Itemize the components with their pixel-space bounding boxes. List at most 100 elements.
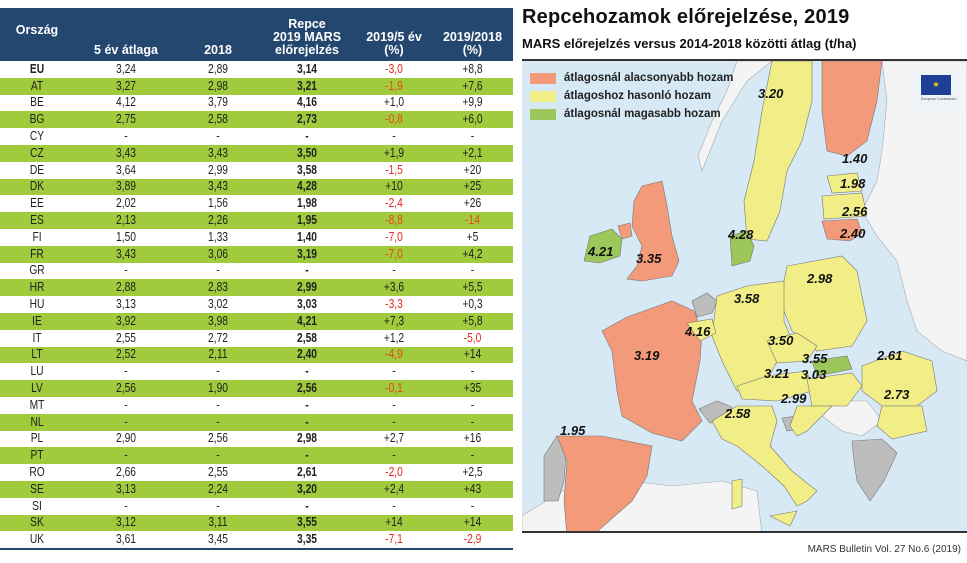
map-label-cz: 3.50 [768, 333, 794, 348]
table-row-mt: MT - - - - - [0, 397, 513, 414]
table-row-hr: HR 2,88 2,83 2,99 +3,6 +5,5 [0, 279, 513, 297]
cell-pct18: +14 [463, 347, 482, 362]
cell-avg5: 3,12 [116, 515, 136, 530]
header-forecast-line3: előrejelzés [275, 43, 339, 57]
table-row-cy: CY - - - - - [0, 128, 513, 145]
cell-forecast: 1,98 [297, 196, 317, 211]
cell-forecast: 3,35 [297, 532, 317, 547]
map-title: Repcehozamok előrejelzése, 2019 [522, 6, 850, 28]
table-row-uk: UK 3,61 3,45 3,35 -7,1 -2,9 [0, 531, 513, 548]
country-croatia [789, 405, 833, 437]
map-label-it: 2.58 [725, 406, 751, 421]
country-northern-ireland [617, 222, 633, 240]
cell-country: IE [32, 313, 42, 328]
cell-forecast: 3,14 [297, 61, 317, 76]
cell-country: CY [29, 129, 45, 144]
cell-pct18: - [470, 129, 475, 144]
table-row-es: ES 2,13 2,26 1,95 -8,8 -14 [0, 212, 513, 229]
legend-label: átlagosnál alacsonyabb hozam [564, 72, 734, 84]
country-finland [821, 61, 883, 157]
map-subtitle: MARS előrejelzés versus 2014-2018 között… [522, 36, 857, 51]
header-pct-5yr-line2: (%) [384, 43, 404, 57]
header-country: Ország [15, 23, 59, 37]
table-row-ie: IE 3,92 3,98 4,21 +7,3 +5,8 [0, 312, 513, 330]
cell-forecast: - [305, 263, 309, 278]
legend-label: átlagoshoz hasonló hozam [564, 90, 711, 102]
land-norway [697, 61, 773, 172]
cell-forecast: 3,03 [297, 297, 317, 312]
table-row-at: AT 3,27 2,98 3,21 -1,9 +7,6 [0, 77, 513, 95]
legend-item-similar-avg: átlagoshoz hasonló hozam [530, 87, 733, 105]
cell-pct5: -1,9 [385, 78, 403, 93]
cell-avg5: 3,64 [116, 162, 136, 177]
cell-avg5: 2,55 [116, 330, 136, 345]
cell-forecast: 2,98 [297, 431, 317, 446]
europe-map: átlagosnál alacsonyabb hozam átlagoshoz … [522, 59, 967, 533]
cell-pct5: - [392, 129, 396, 144]
map-label-dk: 4.28 [728, 227, 754, 242]
table-row-dk: DK 3,89 3,43 4,28 +10 +25 [0, 178, 513, 196]
yield-table: Ország 5 év átlaga 2018 Repce 2019 MARS … [0, 8, 513, 551]
cell-pct5: -1,5 [385, 162, 403, 177]
cell-avg5: 3,61 [116, 532, 136, 547]
cell-avg5: 2,88 [116, 280, 136, 295]
cell-forecast: 4,28 [297, 179, 317, 194]
cell-pct5: - [392, 414, 396, 429]
cell-pct18: - [470, 498, 475, 513]
cell-avg5: 4,12 [116, 95, 136, 110]
cell-pct5: +3,6 [383, 280, 405, 295]
cell-forecast: 2,56 [297, 381, 317, 396]
table-row-nl: NL - - - - - [0, 413, 513, 431]
cell-country: FI [32, 229, 42, 244]
table-bottom-rule [0, 548, 513, 551]
cell-forecast: 3,55 [297, 515, 317, 530]
cell-forecast: 2,99 [297, 280, 317, 295]
table-row-gr: GR - - - - - [0, 263, 513, 280]
cell-forecast: - [305, 448, 309, 463]
cell-y2018: - [216, 397, 220, 412]
cell-avg5: 3,89 [116, 179, 136, 194]
map-label-lv: 2.56 [842, 204, 868, 219]
country-czechia [766, 332, 818, 364]
map-label-at: 3.21 [764, 366, 790, 381]
cell-avg5: - [124, 364, 128, 379]
cell-pct5: +10 [385, 179, 403, 194]
cell-pct5: -2,0 [385, 465, 403, 480]
map-label-bg: 2.73 [884, 387, 910, 402]
cell-pct18: - [470, 364, 475, 379]
cell-pct18: +26 [463, 196, 482, 211]
cell-y2018: 2,72 [208, 330, 228, 345]
cell-country: DK [29, 179, 45, 194]
header-5yr-avg: 5 év átlaga [94, 43, 158, 57]
table-row-eu: EU 3,24 2,89 3,14 -3,0 +8,8 [0, 61, 513, 78]
country-estonia [826, 172, 863, 194]
european-commission-logo: ★ European Commission [913, 69, 961, 111]
cell-pct5: -3,0 [385, 61, 403, 76]
cell-avg5: - [124, 414, 128, 429]
cell-avg5: 2,90 [116, 431, 136, 446]
cell-pct5: - [392, 263, 396, 278]
cell-pct18: - [470, 448, 475, 463]
header-forecast: Repce 2019 MARS előrejelzés [258, 8, 356, 61]
country-lithuania [821, 218, 863, 242]
cell-y2018: 2,56 [208, 431, 228, 446]
header-forecast-line1: Repce [288, 17, 326, 31]
country-latvia [821, 192, 868, 220]
table-row-cz: CZ 3,43 3,43 3,50 +1,9 +2,1 [0, 144, 513, 162]
cell-y2018: 2,11 [208, 347, 228, 362]
cell-country: FR [30, 246, 44, 261]
cell-country: UK [29, 532, 45, 547]
cell-pct18: +43 [463, 481, 482, 496]
table-row-bg: BG 2,75 2,58 2,73 -0,8 +6,0 [0, 111, 513, 129]
cell-pct5: +1,0 [383, 95, 405, 110]
table-row-lv: LV 2,56 1,90 2,56 -0,1 +35 [0, 380, 513, 397]
cell-pct18: +9,9 [462, 95, 483, 110]
cell-y2018: - [216, 263, 220, 278]
legend-item-above-avg: átlagosnál magasabb hozam [530, 105, 733, 123]
cell-avg5: 2,75 [116, 112, 136, 127]
cell-pct18: +6,0 [462, 112, 483, 127]
legend-label: átlagosnál magasabb hozam [564, 108, 721, 120]
cell-forecast: - [305, 397, 309, 412]
country-hungary [806, 372, 863, 407]
table-row-ee: EE 2,02 1,56 1,98 -2,4 +26 [0, 195, 513, 212]
